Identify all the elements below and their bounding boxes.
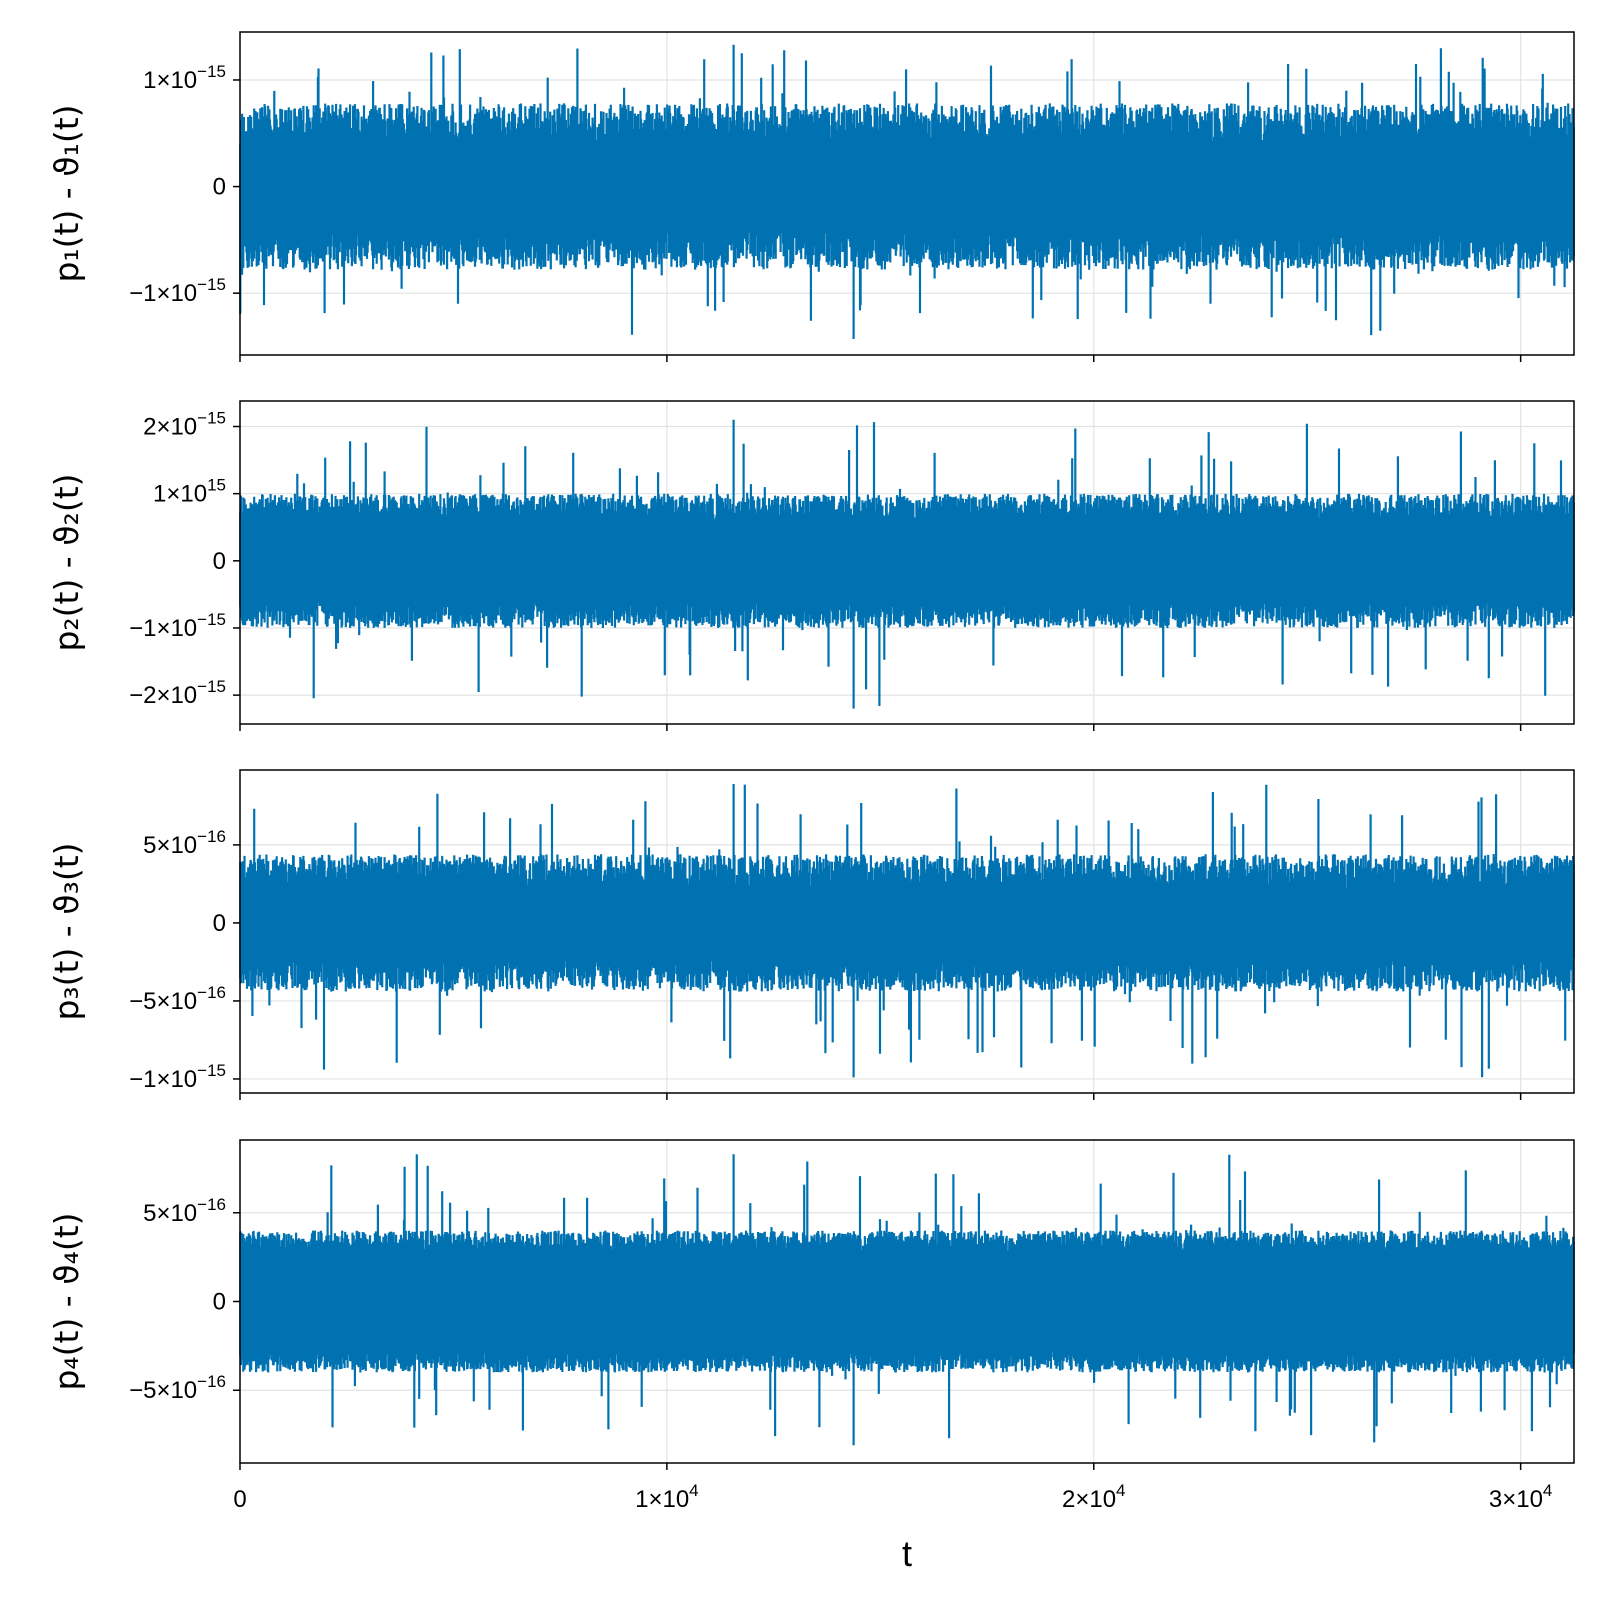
- y-tick-label: 0: [213, 1289, 226, 1316]
- y-tick-label: −5×10−16: [129, 1372, 226, 1404]
- y-tick-label: −1×10−15: [129, 610, 226, 642]
- x-tick-label: 3×104: [1489, 1481, 1553, 1513]
- y-tick-label: 0: [213, 910, 226, 937]
- panel-1: 1×10−15 0 −1×10−15 p₁(t) - ϑ₁(t): [47, 31, 1575, 362]
- panel-4: 5×10−16 0 −5×10−16 p₄(t) - ϑ₄(t): [47, 1139, 1575, 1470]
- y-tick-label: −1×10−15: [129, 275, 226, 307]
- panel-2: 2×10−15 1×1015 0 −1×10−15 −2×10−15 p₂(t) - ϑ₂…: [47, 400, 1575, 731]
- y-tick-label: −1×10−15: [129, 1061, 226, 1093]
- y-tick-label: 5×10−16: [143, 1195, 226, 1227]
- y-tick-label: 1×1015: [153, 476, 226, 508]
- series-line-1: [239, 44, 1575, 339]
- panel-3: 5×10−16 0 −5×10−16 −1×10−15 p₃(t) - ϑ₃(t): [47, 769, 1575, 1100]
- x-tick-label: 2×104: [1062, 1481, 1126, 1513]
- y-tick-label: 5×10−16: [143, 827, 226, 859]
- y-tick-label: −2×10−15: [129, 677, 226, 709]
- x-axis-label: t: [902, 1533, 912, 1574]
- y-tick-label: −5×10−16: [129, 983, 226, 1015]
- y-axis-label: p₂(t) - ϑ₂(t): [47, 473, 86, 651]
- y-axis-label: p₄(t) - ϑ₄(t): [47, 1212, 86, 1390]
- panel-frame: [239, 31, 1575, 356]
- series-line-4: [239, 1154, 1575, 1446]
- x-tick-label: 1×104: [635, 1481, 699, 1513]
- y-tick-label: 0: [213, 174, 226, 201]
- panel-frame: [239, 769, 1575, 1094]
- y-axis-label: p₃(t) - ϑ₃(t): [47, 842, 86, 1020]
- y-axis-label: p₁(t) - ϑ₁(t): [47, 104, 86, 282]
- y-tick-label: 0: [213, 548, 226, 575]
- y-tick-label: 2×10−15: [143, 409, 226, 441]
- panel-frame: [239, 400, 1575, 725]
- x-tick-label: 0: [233, 1486, 246, 1513]
- y-tick-label: 1×10−15: [143, 62, 226, 94]
- series-line-3: [239, 784, 1575, 1078]
- series-line-2: [239, 419, 1575, 709]
